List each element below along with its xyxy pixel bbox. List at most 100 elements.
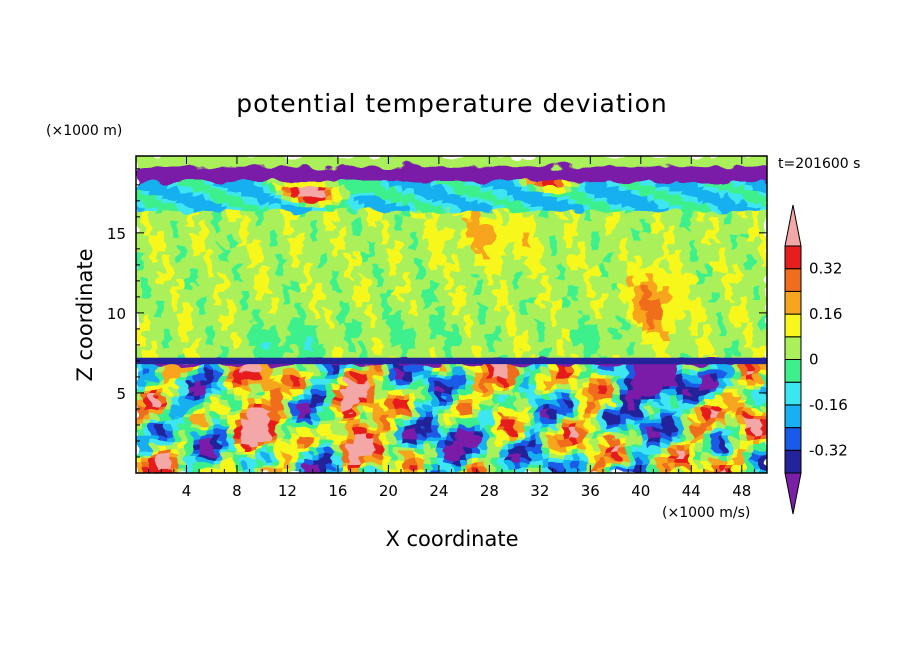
contour-cell (388, 448, 397, 454)
contour-cell (682, 349, 691, 355)
contour-cell (325, 413, 334, 420)
contour-cell (626, 304, 635, 311)
contour-cell (759, 284, 767, 291)
contour-cell (374, 195, 383, 202)
contour-cell (430, 334, 439, 341)
contour-cell (220, 413, 228, 420)
contour-cell (563, 304, 572, 311)
contour-cell (248, 339, 256, 346)
contour-cell (584, 289, 593, 296)
contour-cell (241, 240, 249, 246)
contour-cell (241, 250, 249, 256)
contour-cell (472, 210, 481, 217)
contour-cell (514, 448, 523, 454)
contour-cell (703, 448, 712, 454)
contour-cell (381, 443, 390, 450)
contour-cell (752, 264, 761, 271)
contour-cell (738, 463, 747, 469)
contour-cell (661, 284, 670, 291)
contour-cell (283, 438, 292, 445)
contour-cell (227, 269, 235, 276)
contour-cell (521, 453, 530, 459)
contour-cell (507, 319, 516, 326)
contour-cell (500, 205, 509, 212)
contour-cell (346, 383, 355, 390)
contour-cell (199, 368, 207, 375)
contour-cell (290, 250, 299, 256)
contour-cell (577, 255, 586, 261)
contour-cell (549, 463, 558, 469)
contour-cell (164, 220, 172, 227)
contour-cell (472, 264, 481, 271)
contour-cell (262, 403, 271, 410)
contour-cell (605, 378, 614, 385)
contour-cell (598, 393, 607, 400)
contour-cell (451, 264, 460, 271)
contour-cell (703, 324, 712, 331)
contour-cell (570, 334, 579, 341)
contour-cell (402, 413, 411, 420)
contour-cell (290, 378, 299, 385)
contour-cell (640, 344, 649, 350)
contour-cell (640, 448, 649, 454)
contour-cell (220, 195, 228, 202)
contour-cell (577, 368, 586, 375)
contour-cell (661, 205, 670, 212)
contour-cell (416, 314, 425, 321)
contour-cell (654, 225, 663, 232)
contour-cell (689, 260, 698, 266)
contour-cell (605, 304, 614, 311)
contour-cell (269, 210, 278, 217)
contour-field (136, 156, 767, 473)
contour-cell (430, 205, 439, 212)
contour-cell (374, 438, 383, 445)
contour-cell (402, 299, 411, 306)
contour-cell (724, 269, 733, 276)
contour-cell (647, 383, 656, 390)
contour-cell (143, 354, 151, 360)
contour-cell (612, 264, 621, 271)
contour-cell (360, 339, 369, 346)
contour-cell (696, 378, 705, 385)
contour-cell (654, 339, 663, 346)
contour-cell (332, 210, 341, 217)
contour-cell (353, 294, 362, 301)
contour-cell (178, 235, 186, 241)
contour-cell (710, 279, 719, 286)
contour-cell (437, 403, 446, 410)
contour-cell (220, 299, 228, 306)
contour-cell (353, 245, 362, 251)
contour-cell (612, 279, 621, 286)
contour-cell (493, 225, 502, 232)
contour-cell (402, 240, 411, 246)
contour-cell (325, 339, 334, 346)
contour-cell (297, 393, 306, 400)
contour-cell (549, 284, 558, 291)
contour-cell (171, 210, 179, 217)
contour-cell (178, 289, 186, 296)
contour-cell (381, 264, 390, 271)
contour-cell (612, 324, 621, 331)
contour-cell (696, 458, 705, 464)
contour-cell (640, 383, 649, 390)
contour-cell (164, 334, 172, 341)
contour-cell (423, 433, 432, 440)
contour-cell (318, 235, 327, 241)
contour-cell (269, 334, 278, 341)
contour-cell (682, 250, 691, 256)
contour-cell (696, 334, 705, 341)
contour-cell (276, 215, 285, 222)
contour-cell (199, 378, 207, 385)
contour-cell (290, 314, 299, 321)
contour-cell (591, 255, 600, 261)
contour-cell (136, 235, 144, 241)
contour-cell (444, 215, 453, 222)
contour-cell (346, 373, 355, 380)
contour-cell (612, 245, 621, 251)
contour-cell (458, 344, 467, 350)
contour-cell (451, 443, 460, 450)
contour-cell (353, 309, 362, 316)
contour-cell (486, 200, 495, 207)
contour-cell (752, 314, 761, 321)
contour-cell (668, 453, 677, 459)
